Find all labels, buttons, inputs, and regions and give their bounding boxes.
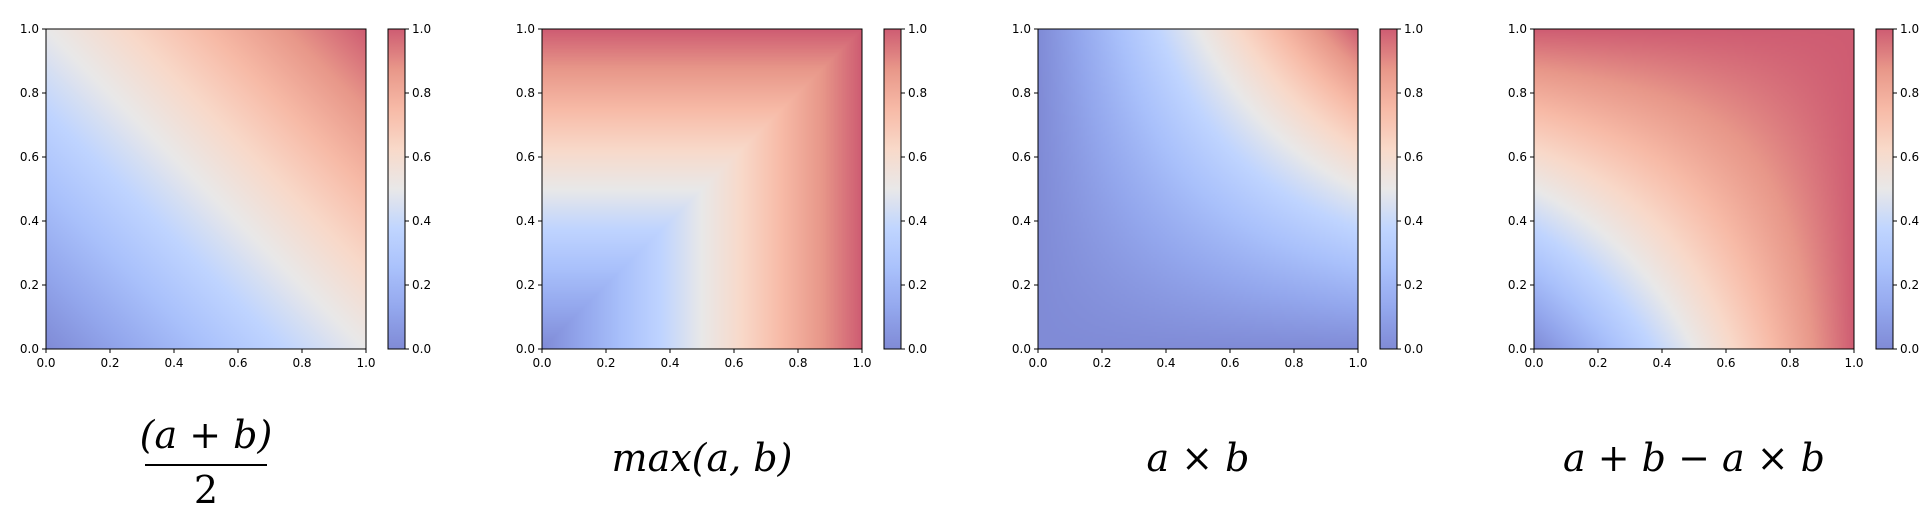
- y-tick-label: 0.6: [516, 150, 535, 164]
- x-tick-label: 0.2: [100, 356, 119, 370]
- x-tick-label: 1.0: [1844, 356, 1863, 370]
- plot-frame: [541, 28, 863, 350]
- heatmap-image: [542, 29, 862, 349]
- y-tick-label: 0.6: [1012, 150, 1031, 164]
- caption-numerator: (a + b): [140, 413, 273, 457]
- y-tick-label: 0.2: [516, 278, 535, 292]
- plot-frame: [1037, 28, 1359, 350]
- x-tick-label: 0.6: [1716, 356, 1735, 370]
- panel-caption: a × b: [1147, 436, 1250, 480]
- colorbar: [883, 28, 902, 350]
- x-tick-label: 1.0: [852, 356, 871, 370]
- x-tick-label: 0.2: [1092, 356, 1111, 370]
- y-tick-label: 0.4: [20, 214, 39, 228]
- colorbar-tick-label: 0.2: [908, 278, 927, 292]
- x-tick-label: 0.6: [228, 356, 247, 370]
- y-tick-label: 0.6: [1508, 150, 1527, 164]
- colorbar-tick-label: 1.0: [412, 22, 431, 36]
- y-tick-label: 0.4: [516, 214, 535, 228]
- heatmap-image: [1038, 29, 1358, 349]
- plot-frame: [1533, 28, 1855, 350]
- x-tick-label: 0.0: [36, 356, 55, 370]
- colorbar-tick-label: 0.0: [1900, 342, 1919, 356]
- colorbar-tick-label: 0.4: [1900, 214, 1919, 228]
- y-tick-label: 0.0: [1508, 342, 1527, 356]
- colorbar-tick-label: 0.8: [908, 86, 927, 100]
- heatmap-panel-2: 0.0 0.2 0.4 0.6 0.8 1.0 0.0 0.2 0.4 0.6 0.8 1.0 0.0 0…: [516, 22, 927, 480]
- colorbar-tick-label: 0.8: [412, 86, 431, 100]
- x-tick-label: 0.4: [660, 356, 679, 370]
- colorbar-tick-label: 0.6: [1900, 150, 1919, 164]
- y-tick-label: 0.0: [516, 342, 535, 356]
- colorbar-tick-label: 0.0: [412, 342, 431, 356]
- caption-formula: max(a, b): [612, 436, 793, 480]
- x-tick-label: 0.8: [1284, 356, 1303, 370]
- y-tick-label: 0.4: [1508, 214, 1527, 228]
- y-tick-label: 0.8: [1508, 86, 1527, 100]
- x-tick-label: 0.0: [532, 356, 551, 370]
- colorbar-tick-label: 0.6: [1404, 150, 1423, 164]
- colorbar-tick-label: 0.8: [1900, 86, 1919, 100]
- x-tick-label: 0.8: [788, 356, 807, 370]
- colorbar-tick-label: 0.4: [1404, 214, 1423, 228]
- x-tick-label: 0.2: [1588, 356, 1607, 370]
- panel-caption: a + b − a × b: [1563, 436, 1825, 480]
- x-tick-label: 0.6: [1220, 356, 1239, 370]
- x-tick-label: 0.4: [1652, 356, 1671, 370]
- heatmap-image: [1534, 29, 1854, 349]
- y-tick-label: 0.0: [20, 342, 39, 356]
- colorbar: [1875, 28, 1894, 350]
- colorbar-tick-label: 0.4: [412, 214, 431, 228]
- heatmap-panel-4: 0.0 0.2 0.4 0.6 0.8 1.0 0.0 0.2 0.4 0.6 0.8 1.0 0.0 0…: [1508, 22, 1919, 480]
- x-tick-label: 1.0: [356, 356, 375, 370]
- panel-caption: (a + b) 2: [140, 413, 273, 512]
- x-tick-label: 0.4: [1156, 356, 1175, 370]
- colorbar-tick-label: 0.0: [908, 342, 927, 356]
- y-tick-label: 0.2: [1508, 278, 1527, 292]
- y-tick-label: 0.2: [1012, 278, 1031, 292]
- y-tick-label: 1.0: [516, 22, 535, 36]
- x-tick-label: 0.0: [1028, 356, 1047, 370]
- caption-formula: a × b: [1147, 436, 1250, 480]
- colorbar-tick-label: 0.6: [908, 150, 927, 164]
- y-tick-label: 1.0: [1508, 22, 1527, 36]
- y-tick-label: 0.4: [1012, 214, 1031, 228]
- heatmap-image: [46, 29, 366, 349]
- caption-denominator: 2: [194, 468, 218, 512]
- y-tick-label: 0.6: [20, 150, 39, 164]
- x-tick-label: 1.0: [1348, 356, 1367, 370]
- y-tick-label: 0.8: [1012, 86, 1031, 100]
- colorbar-tick-label: 1.0: [1900, 22, 1919, 36]
- y-tick-label: 0.8: [20, 86, 39, 100]
- plot-frame: [45, 28, 367, 350]
- x-tick-label: 0.6: [724, 356, 743, 370]
- y-tick-label: 0.0: [1012, 342, 1031, 356]
- colorbar-tick-label: 0.0: [1404, 342, 1423, 356]
- panel-caption: max(a, b): [612, 436, 793, 480]
- colorbar-tick-label: 0.6: [412, 150, 431, 164]
- y-tick-label: 1.0: [20, 22, 39, 36]
- colorbar-tick-label: 0.4: [908, 214, 927, 228]
- colorbar-tick-label: 0.2: [1900, 278, 1919, 292]
- heatmap-panel-3: 0.0 0.2 0.4 0.6 0.8 1.0 0.0 0.2 0.4 0.6 0.8 1.0 0.0 0…: [1012, 22, 1423, 480]
- colorbar-tick-label: 0.2: [412, 278, 431, 292]
- y-tick-label: 0.8: [516, 86, 535, 100]
- colorbar: [1379, 28, 1398, 350]
- x-tick-label: 0.8: [1780, 356, 1799, 370]
- caption-formula: a + b − a × b: [1563, 436, 1825, 480]
- colorbar-tick-label: 1.0: [908, 22, 927, 36]
- heatmap-panel-1: 0.0 0.2 0.4 0.6 0.8 1.0 0.0 0.2 0.4 0.6 0.8 1.0 0.0 0…: [20, 22, 431, 512]
- colorbar-tick-label: 1.0: [1404, 22, 1423, 36]
- x-tick-label: 0.8: [292, 356, 311, 370]
- x-tick-label: 0.2: [596, 356, 615, 370]
- colorbar-tick-label: 0.8: [1404, 86, 1423, 100]
- y-tick-label: 1.0: [1012, 22, 1031, 36]
- x-tick-label: 0.4: [164, 356, 183, 370]
- x-tick-label: 0.0: [1524, 356, 1543, 370]
- colorbar-tick-label: 0.2: [1404, 278, 1423, 292]
- colorbar: [387, 28, 406, 350]
- y-tick-label: 0.2: [20, 278, 39, 292]
